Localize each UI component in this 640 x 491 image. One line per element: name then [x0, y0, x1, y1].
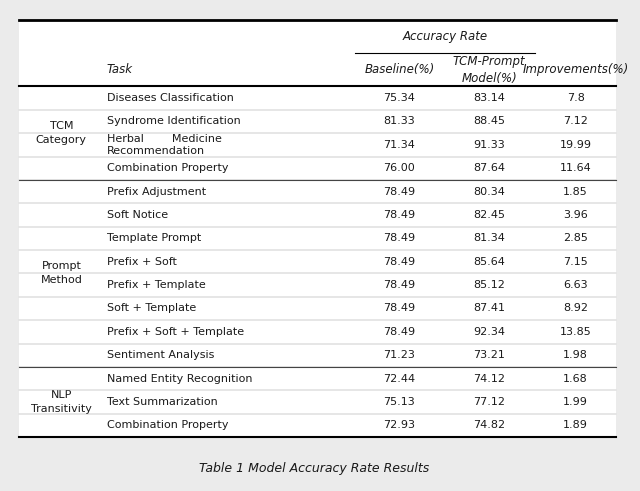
- Text: 78.49: 78.49: [383, 280, 415, 290]
- Text: 78.49: 78.49: [383, 257, 415, 267]
- Text: Baseline(%): Baseline(%): [364, 63, 435, 76]
- Text: TCM
Category: TCM Category: [36, 121, 87, 145]
- Text: 1.85: 1.85: [563, 187, 588, 196]
- Text: Template Prompt: Template Prompt: [107, 233, 201, 244]
- Text: 1.89: 1.89: [563, 420, 588, 430]
- Text: 6.63: 6.63: [563, 280, 588, 290]
- Text: 11.64: 11.64: [560, 163, 591, 173]
- Text: 72.93: 72.93: [383, 420, 415, 430]
- Text: 87.41: 87.41: [473, 303, 505, 313]
- Text: Named Entity Recognition: Named Entity Recognition: [107, 374, 252, 383]
- Text: NLP
Transitivity: NLP Transitivity: [31, 390, 92, 414]
- Text: 8.92: 8.92: [563, 303, 588, 313]
- Text: TCM-Prompt
Model(%): TCM-Prompt Model(%): [452, 55, 525, 85]
- Text: 1.68: 1.68: [563, 374, 588, 383]
- Text: 7.8: 7.8: [566, 93, 584, 103]
- Text: 74.82: 74.82: [473, 420, 505, 430]
- Text: Task: Task: [107, 63, 133, 76]
- Text: Table 1 Model Accuracy Rate Results: Table 1 Model Accuracy Rate Results: [200, 463, 429, 475]
- Text: Prefix + Template: Prefix + Template: [107, 280, 205, 290]
- Text: 1.98: 1.98: [563, 350, 588, 360]
- Text: 78.49: 78.49: [383, 210, 415, 220]
- Text: 13.85: 13.85: [560, 327, 591, 337]
- Text: 75.34: 75.34: [383, 93, 415, 103]
- Text: 3.96: 3.96: [563, 210, 588, 220]
- Text: 92.34: 92.34: [473, 327, 505, 337]
- Text: 2.85: 2.85: [563, 233, 588, 244]
- Text: Syndrome Identification: Syndrome Identification: [107, 116, 241, 127]
- Text: 82.45: 82.45: [473, 210, 505, 220]
- Text: 85.64: 85.64: [473, 257, 505, 267]
- Text: 1.99: 1.99: [563, 397, 588, 407]
- Text: Herbal        Medicine
Recommendation: Herbal Medicine Recommendation: [107, 134, 222, 156]
- Text: Sentiment Analysis: Sentiment Analysis: [107, 350, 214, 360]
- Text: Combination Property: Combination Property: [107, 163, 228, 173]
- Text: Diseases Classification: Diseases Classification: [107, 93, 234, 103]
- Text: 81.33: 81.33: [383, 116, 415, 127]
- Text: Improvements(%): Improvements(%): [522, 63, 628, 76]
- Text: 71.23: 71.23: [383, 350, 415, 360]
- Text: 81.34: 81.34: [473, 233, 505, 244]
- Text: 78.49: 78.49: [383, 233, 415, 244]
- Text: Accuracy Rate: Accuracy Rate: [403, 30, 488, 43]
- Text: 80.34: 80.34: [473, 187, 505, 196]
- Text: Soft Notice: Soft Notice: [107, 210, 168, 220]
- Text: Prefix Adjustment: Prefix Adjustment: [107, 187, 206, 196]
- Text: 91.33: 91.33: [473, 140, 505, 150]
- Text: Text Summarization: Text Summarization: [107, 397, 218, 407]
- Text: 77.12: 77.12: [473, 397, 505, 407]
- Text: 72.44: 72.44: [383, 374, 415, 383]
- Text: 88.45: 88.45: [473, 116, 505, 127]
- Text: 73.21: 73.21: [473, 350, 505, 360]
- Bar: [19, 20, 616, 437]
- Text: 75.13: 75.13: [383, 397, 415, 407]
- Text: 71.34: 71.34: [383, 140, 415, 150]
- Text: 7.12: 7.12: [563, 116, 588, 127]
- Text: 78.49: 78.49: [383, 187, 415, 196]
- Text: 78.49: 78.49: [383, 327, 415, 337]
- Text: Prompt
Method: Prompt Method: [40, 261, 83, 285]
- Text: Combination Property: Combination Property: [107, 420, 228, 430]
- Text: Prefix + Soft + Template: Prefix + Soft + Template: [107, 327, 244, 337]
- Text: 83.14: 83.14: [473, 93, 505, 103]
- Text: 19.99: 19.99: [559, 140, 591, 150]
- Text: 76.00: 76.00: [383, 163, 415, 173]
- Text: 78.49: 78.49: [383, 303, 415, 313]
- Text: 85.12: 85.12: [473, 280, 505, 290]
- Text: Prefix + Soft: Prefix + Soft: [107, 257, 177, 267]
- Text: 74.12: 74.12: [473, 374, 505, 383]
- Text: 87.64: 87.64: [473, 163, 505, 173]
- Text: Soft + Template: Soft + Template: [107, 303, 196, 313]
- Text: 7.15: 7.15: [563, 257, 588, 267]
